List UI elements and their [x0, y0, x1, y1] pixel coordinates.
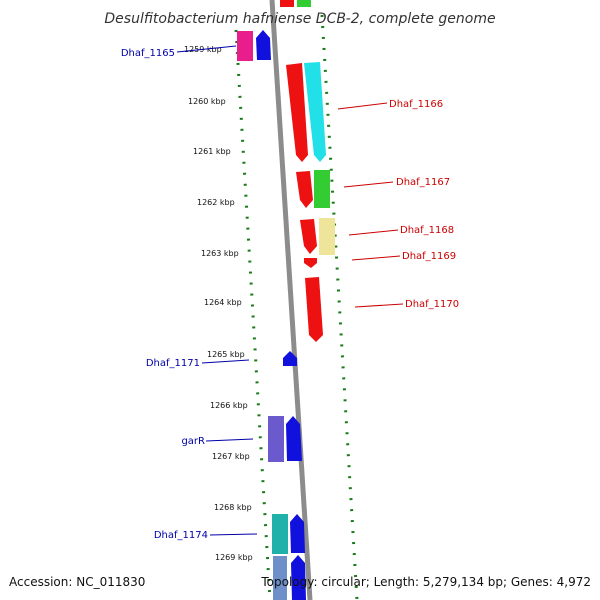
gene-dhaf-1165-magenta[interactable] [237, 31, 253, 61]
gene-label-dhaf-1174[interactable]: Dhaf_1174 [154, 530, 208, 541]
gene-dhaf-1167-red[interactable] [296, 171, 313, 208]
gene-dhaf-1167-green[interactable] [314, 170, 330, 208]
genome-summary: Topology: circular; Length: 5,279,134 bp… [260, 575, 591, 589]
gene-dhaf-1169-red[interactable] [304, 258, 317, 268]
accession-label: Accession: NC_011830 [9, 575, 145, 589]
gene-dhaf-1170-red[interactable] [305, 277, 323, 342]
gene-label-dhaf-1166[interactable]: Dhaf_1166 [389, 99, 443, 110]
tick-label: 1264 kbp [204, 298, 242, 307]
tick-label: 1262 kbp [197, 198, 235, 207]
tick-label: 1266 kbp [210, 401, 248, 410]
inner-dotted-track [234, 29, 272, 600]
gene-garr-purple[interactable] [268, 416, 284, 462]
tick-label: 1267 kbp [212, 452, 250, 461]
tick-label: 1268 kbp [214, 503, 252, 512]
reverse-genes [280, 0, 335, 342]
scale-ticks: 1259 kbp 1260 kbp 1261 kbp 1262 kbp 1263… [184, 45, 253, 562]
forward-genes [237, 30, 306, 600]
gene-top-partial-red[interactable] [280, 0, 294, 7]
label-leaders [176, 45, 404, 536]
gene-label-dhaf-1170[interactable]: Dhaf_1170 [405, 299, 459, 310]
gene-dhaf-1174-blue[interactable] [290, 514, 305, 553]
gene-bottom-blue[interactable] [291, 555, 306, 600]
gene-dhaf-1168-red[interactable] [300, 219, 317, 254]
tick-label: 1260 kbp [188, 97, 226, 106]
tick-label: 1265 kbp [207, 350, 245, 359]
gene-dhaf-1166-red[interactable] [286, 63, 308, 162]
gene-label-dhaf-1165[interactable]: Dhaf_1165 [121, 48, 175, 59]
gene-label-dhaf-1169[interactable]: Dhaf_1169 [402, 251, 456, 262]
gene-label-dhaf-1167[interactable]: Dhaf_1167 [396, 177, 450, 188]
gene-label-dhaf-1171[interactable]: Dhaf_1171 [146, 358, 200, 369]
gene-dhaf-1168-yellow[interactable] [319, 218, 335, 255]
gene-garr-blue[interactable] [286, 416, 302, 461]
gene-dhaf-1171-blue[interactable] [283, 351, 297, 366]
gene-bottom-steel[interactable] [273, 556, 287, 600]
gene-dhaf-1174-teal[interactable] [272, 514, 288, 554]
tick-label: 1269 kbp [215, 553, 253, 562]
tick-label: 1261 kbp [193, 147, 231, 156]
gene-top-partial-green[interactable] [297, 0, 311, 7]
genome-title: Desulfitobacterium hafniense DCB-2, comp… [104, 11, 495, 27]
genome-backbone [269, 0, 313, 600]
tick-label: 1263 kbp [201, 249, 239, 258]
gene-dhaf-1165-blue[interactable] [256, 30, 271, 60]
gene-label-garr[interactable]: garR [181, 436, 205, 447]
outer-dotted-track [320, 14, 359, 600]
gene-dhaf-1166-cyan[interactable] [304, 62, 326, 162]
gene-label-dhaf-1168[interactable]: Dhaf_1168 [400, 225, 454, 236]
gene-labels: Dhaf_1165 Dhaf_1171 garR Dhaf_1174 Dhaf_… [121, 48, 459, 541]
